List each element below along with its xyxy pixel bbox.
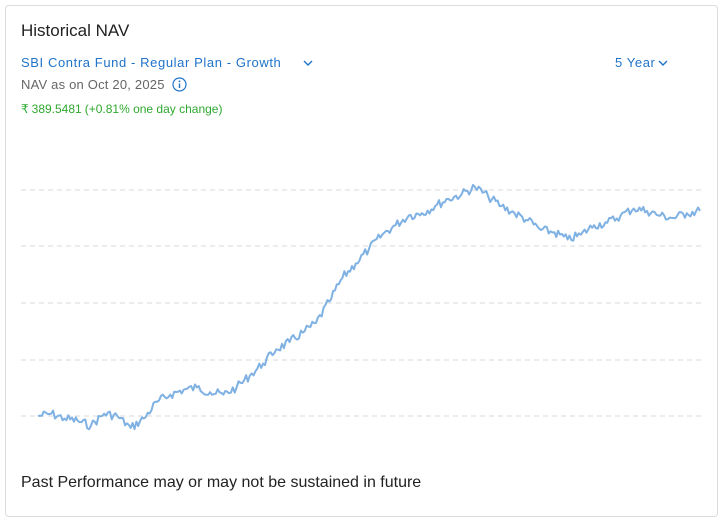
nav-line-chart (21, 183, 703, 431)
nav-date: NAV as on Oct 20, 2025 (21, 77, 187, 92)
chart-grid (21, 189, 703, 417)
period-dropdown-label: 5 Year (615, 54, 656, 70)
nav-series-line (37, 183, 701, 431)
nav-value-row: ₹ 389.5481 (+0.81% one day change) (21, 102, 222, 116)
disclaimer: Past Performance may or may not be susta… (21, 474, 422, 491)
nav-value: 389.5481 (31, 102, 82, 116)
chart-series (37, 183, 701, 431)
card-title: Historical NAV (21, 21, 130, 40)
nav-change: (+0.81% one day change) (84, 102, 223, 116)
chevron-down-icon (658, 55, 668, 70)
fund-dropdown[interactable]: SBI Contra Fund - Regular Plan - Growth (21, 52, 313, 72)
fund-dropdown-label: SBI Contra Fund - Regular Plan - Growth (21, 54, 282, 70)
period-dropdown[interactable]: 5 Year (615, 52, 668, 72)
chevron-down-icon (303, 55, 313, 70)
nav-date-text: NAV as on Oct 20, 2025 (21, 77, 165, 92)
rupee-icon: ₹ (21, 102, 29, 116)
info-icon[interactable] (172, 77, 187, 92)
historical-nav-card: Historical NAV SBI Contra Fund - Regular… (5, 5, 718, 517)
